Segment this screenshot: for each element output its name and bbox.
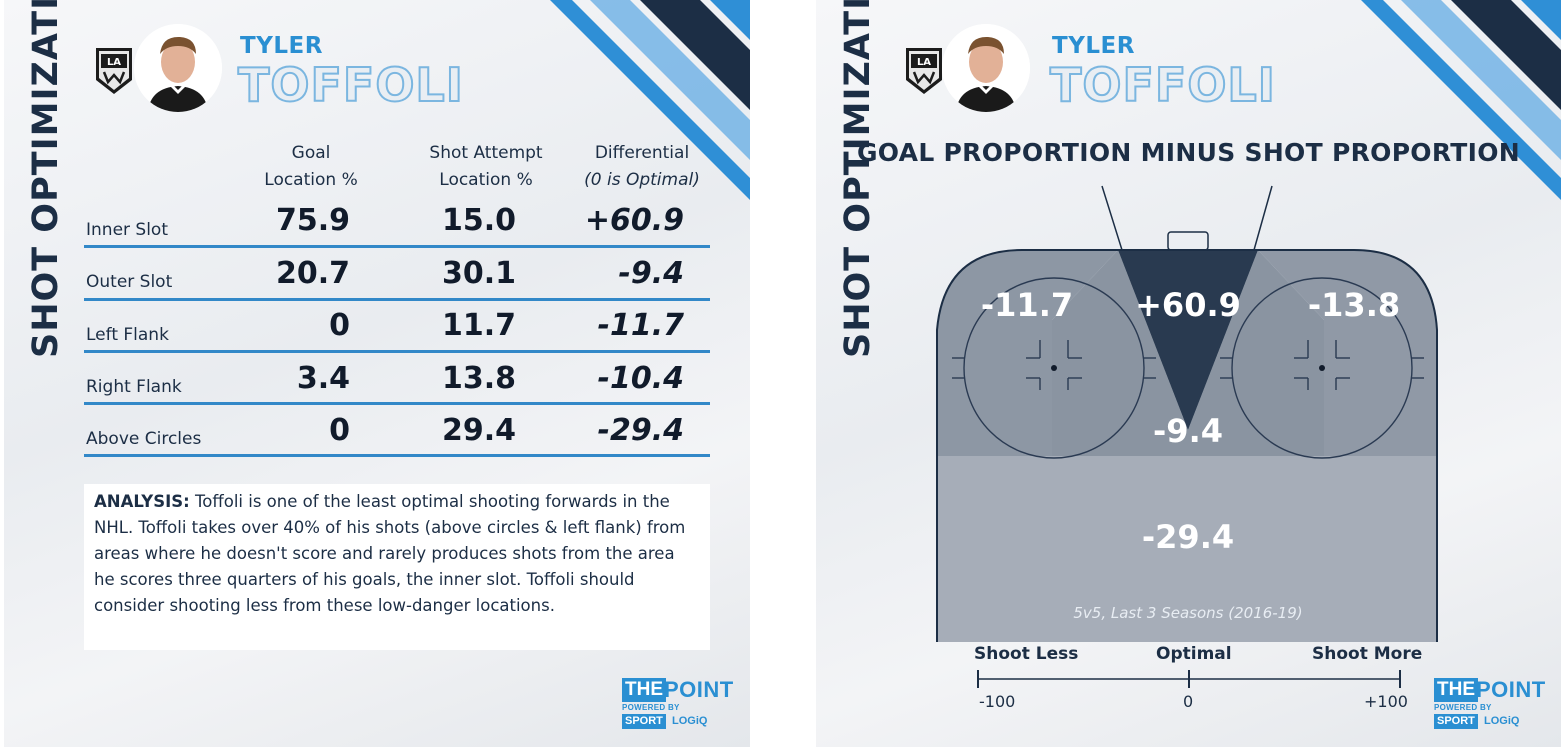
cell-diff-above-circles: -29.4 bbox=[597, 413, 684, 448]
section-title: SHOT OPTIMIZATION bbox=[838, 0, 878, 358]
zone-inner-slot bbox=[1118, 250, 1258, 430]
brand-logiq: LOGiQ bbox=[672, 715, 708, 727]
headshot-icon bbox=[942, 24, 1030, 112]
cell-diff-left-flank: -11.7 bbox=[597, 308, 684, 343]
player-headshot bbox=[942, 24, 1030, 112]
cell-goal-right-flank: 3.4 bbox=[296, 361, 350, 396]
brand-logiq: LOGiQ bbox=[1484, 715, 1520, 727]
scale-axis bbox=[977, 670, 1401, 688]
scale-tick-min: -100 bbox=[979, 692, 1016, 711]
scale-label-shoot-less: Shoot Less bbox=[974, 644, 1079, 664]
chart-footnote: 5v5, Last 3 Seasons (2016-19) bbox=[1073, 604, 1302, 622]
zone-outer-slot bbox=[1052, 250, 1324, 456]
column-header-shot-line1: Shot Attempt bbox=[429, 143, 543, 163]
zone-right-flank bbox=[1258, 250, 1437, 456]
zone-label-right-flank: -13.8 bbox=[1308, 286, 1400, 324]
cell-goal-inner-slot: 75.9 bbox=[275, 203, 350, 238]
zone-left-flank bbox=[937, 250, 1118, 456]
column-header-diff-line1: Differential bbox=[594, 143, 690, 163]
row-label-right-flank: Right Flank bbox=[86, 377, 182, 397]
row-label-above-circles: Above Circles bbox=[86, 429, 202, 449]
column-header-shot-line2: Location % bbox=[439, 170, 533, 190]
scale-tick-max: +100 bbox=[1364, 692, 1408, 711]
player-first-name: TYLER bbox=[1052, 33, 1135, 59]
zone-label-inner-slot: +60.9 bbox=[1135, 286, 1241, 324]
zone-above-circles bbox=[937, 456, 1437, 642]
kings-logo-icon: LA bbox=[906, 48, 942, 94]
brand-powered: POWERED BY bbox=[622, 703, 680, 712]
rink-boards bbox=[936, 249, 1438, 642]
cell-diff-outer-slot: -9.4 bbox=[618, 256, 684, 291]
stats-table-card: SHOT OPTIMIZATION LA TYLER TOFFOLI Goal … bbox=[4, 0, 750, 747]
svg-text:LA: LA bbox=[917, 57, 931, 68]
row-label-left-flank: Left Flank bbox=[86, 325, 169, 345]
headshot-icon bbox=[134, 24, 222, 112]
brand-sport: SPORT bbox=[1434, 714, 1478, 729]
brand-point: POINT bbox=[664, 677, 734, 702]
brand-the: THE bbox=[1434, 678, 1478, 702]
row-divider bbox=[84, 350, 710, 353]
section-title: SHOT OPTIMIZATION bbox=[26, 0, 66, 358]
chart-title: GOAL PROPORTION MINUS SHOT PROPORTION bbox=[856, 138, 1521, 167]
svg-text:LA: LA bbox=[107, 57, 121, 68]
cell-shot-left-flank: 11.7 bbox=[441, 308, 516, 343]
brand-the: THE bbox=[622, 678, 666, 702]
zone-label-outer-slot: -9.4 bbox=[1153, 412, 1223, 450]
kings-logo-icon: LA bbox=[96, 48, 132, 94]
cell-shot-inner-slot: 15.0 bbox=[441, 203, 516, 238]
analysis-text: Toffoli is one of the least optimal shoo… bbox=[94, 492, 686, 615]
faceoff-dot bbox=[1051, 365, 1057, 371]
row-divider bbox=[84, 245, 710, 248]
cell-diff-inner-slot: +60.9 bbox=[584, 203, 684, 238]
crease-line bbox=[1253, 185, 1273, 251]
scale-label-optimal: Optimal bbox=[1156, 644, 1232, 664]
shot-map-card: SHOT OPTIMIZATION LA TYLER TOFFOLI GOAL … bbox=[816, 0, 1561, 747]
player-last-name: TOFFOLI bbox=[237, 57, 464, 113]
analysis-box: ANALYSIS: Toffoli is one of the least op… bbox=[84, 484, 710, 650]
brand-powered: POWERED BY bbox=[1434, 703, 1492, 712]
cell-diff-right-flank: -10.4 bbox=[597, 361, 684, 396]
player-first-name: TYLER bbox=[240, 33, 323, 59]
row-divider bbox=[84, 454, 710, 457]
faceoff-markings bbox=[952, 277, 1424, 459]
cell-goal-left-flank: 0 bbox=[329, 308, 350, 343]
cell-goal-above-circles: 0 bbox=[329, 413, 350, 448]
color-scale-legend: Shoot Less Optimal Shoot More -100 0 +10… bbox=[816, 638, 1561, 718]
player-last-name: TOFFOLI bbox=[1049, 57, 1276, 113]
brand-point: POINT bbox=[1476, 677, 1546, 702]
zone-label-left-flank: -11.7 bbox=[981, 286, 1073, 324]
cell-shot-right-flank: 13.8 bbox=[441, 361, 516, 396]
column-header-goal-line2: Location % bbox=[264, 170, 358, 190]
column-header-goal-line1: Goal bbox=[291, 143, 331, 163]
column-header-differential: Differential (0 is Optimal) bbox=[572, 140, 712, 194]
column-header-diff-line2: (0 is Optimal) bbox=[584, 170, 700, 190]
faceoff-dot bbox=[1319, 365, 1325, 371]
corner-stripes-decoration bbox=[1361, 0, 1561, 200]
column-header-shot: Shot Attempt Location % bbox=[406, 140, 566, 194]
crease-line bbox=[1101, 185, 1123, 251]
row-divider bbox=[84, 298, 710, 301]
rink-heatmap: -11.7 +60.9 -13.8 -9.4 -29.4 5v5, Last 3… bbox=[936, 185, 1438, 642]
the-point-logo: THE POINT POWERED BY SPORT LOGiQ bbox=[1434, 678, 1550, 730]
row-label-outer-slot: Outer Slot bbox=[86, 272, 173, 292]
analysis-lead: ANALYSIS: bbox=[94, 492, 190, 511]
column-header-goal: Goal Location % bbox=[236, 140, 386, 194]
row-label-inner-slot: Inner Slot bbox=[86, 220, 168, 240]
cell-shot-outer-slot: 30.1 bbox=[441, 256, 516, 291]
scale-label-shoot-more: Shoot More bbox=[1312, 644, 1423, 664]
cell-shot-above-circles: 29.4 bbox=[441, 413, 516, 448]
player-headshot bbox=[134, 24, 222, 112]
cell-goal-outer-slot: 20.7 bbox=[275, 256, 350, 291]
scale-tick-mid: 0 bbox=[1183, 692, 1194, 711]
goal-net bbox=[1167, 231, 1209, 251]
brand-sport: SPORT bbox=[622, 714, 666, 729]
zone-label-above-circles: -29.4 bbox=[1142, 518, 1234, 556]
the-point-logo: THE POINT POWERED BY SPORT LOGiQ bbox=[622, 678, 738, 730]
row-divider bbox=[84, 402, 710, 405]
